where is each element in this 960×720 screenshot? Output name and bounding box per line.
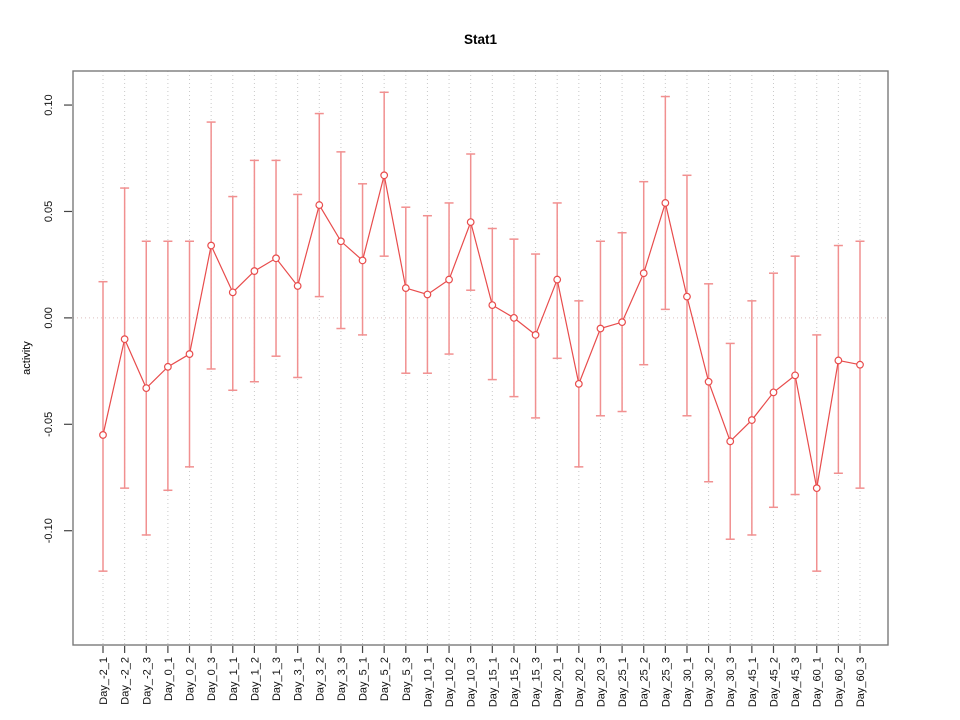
y-tick-label: 0.05 <box>43 201 55 222</box>
x-tick-label: Day_5_2 <box>379 657 391 701</box>
x-tick-label: Day_30_2 <box>704 657 716 707</box>
data-point <box>272 254 280 263</box>
data-point <box>185 350 194 358</box>
x-tick-label: Day_3_1 <box>293 657 305 701</box>
data-point <box>358 256 367 265</box>
x-tick-label: Day_10_1 <box>422 657 434 707</box>
data-point <box>380 171 389 180</box>
data-point <box>704 377 713 386</box>
x-tick-label: Day_45_3 <box>790 657 802 707</box>
x-tick-label: Day_20_1 <box>552 657 564 707</box>
x-tick-label: Day_0_3 <box>206 657 218 701</box>
x-tick-label: Day_0_1 <box>163 657 175 701</box>
x-tick-label: Day_60_1 <box>812 657 824 707</box>
data-point <box>207 241 216 250</box>
data-point <box>228 288 237 297</box>
data-point <box>293 282 302 290</box>
x-tick-label: Day_30_3 <box>725 657 737 707</box>
y-tick-label: 0.00 <box>43 307 55 328</box>
data-point <box>618 318 626 327</box>
x-tick-label: Day_45_1 <box>747 657 759 707</box>
data-point <box>120 335 129 344</box>
y-tick-label: -0.10 <box>43 518 55 543</box>
data-point <box>596 324 605 333</box>
x-tick-label: Day_1_1 <box>228 657 240 701</box>
x-tick-label: Day_60_2 <box>833 657 845 707</box>
data-point <box>445 275 453 284</box>
data-point <box>337 237 345 246</box>
data-point <box>791 371 800 380</box>
data-point <box>834 356 843 365</box>
x-tick-label: Day_25_2 <box>639 657 651 707</box>
data-point <box>661 199 670 207</box>
x-tick-label: Day_5_3 <box>401 657 413 701</box>
x-tick-label: Day_25_3 <box>660 657 672 707</box>
x-tick-label: Day_25_1 <box>617 657 629 707</box>
plot-border <box>72 70 889 646</box>
data-point <box>856 360 864 369</box>
data-point <box>683 292 691 301</box>
data-point <box>488 301 497 310</box>
x-tick-label: Day_3_3 <box>336 657 348 701</box>
x-tick-label: Day_3_2 <box>314 657 326 701</box>
data-point <box>639 269 648 278</box>
x-tick-label: Day_15_1 <box>487 657 499 707</box>
y-tick-label: -0.05 <box>43 412 55 437</box>
x-tick-label: Day_-2_2 <box>120 657 132 705</box>
data-point <box>769 388 778 397</box>
data-point <box>142 384 151 393</box>
data-point <box>163 362 172 371</box>
data-point <box>401 284 410 292</box>
x-tick-label: Day_1_3 <box>271 657 283 701</box>
x-tick-label: Day_15_2 <box>509 657 521 707</box>
data-line <box>102 175 861 489</box>
data-point <box>553 275 562 284</box>
data-point <box>99 431 107 439</box>
data-point <box>250 267 259 275</box>
data-point <box>812 484 821 493</box>
x-tick-label: Day_5_1 <box>358 657 370 701</box>
x-tick-label: Day_10_3 <box>466 657 478 707</box>
y-tick-label: 0.10 <box>43 94 55 115</box>
x-tick-label: Day_0_2 <box>185 657 197 701</box>
y-axis-label: activity <box>21 341 33 375</box>
x-tick-label: Day_1_2 <box>249 657 261 701</box>
data-point <box>423 290 432 299</box>
data-point <box>747 416 756 424</box>
x-tick-label: Day_60_3 <box>855 657 867 707</box>
data-point <box>510 313 518 322</box>
x-tick-label: Day_15_3 <box>531 657 543 707</box>
data-point <box>466 218 475 227</box>
data-point <box>574 379 583 388</box>
x-tick-label: Day_20_3 <box>595 657 607 707</box>
data-point <box>315 201 324 209</box>
chart-title: Stat1 <box>463 32 497 47</box>
x-tick-label: Day_20_2 <box>574 657 586 707</box>
data-point <box>726 437 735 446</box>
x-tick-label: Day_10_2 <box>444 657 456 707</box>
x-tick-label: Day_-2_1 <box>98 657 110 705</box>
x-tick-label: Day_45_2 <box>768 657 780 707</box>
x-tick-label: Day_30_1 <box>682 657 694 707</box>
data-point <box>531 331 540 339</box>
x-tick-label: Day_-2_3 <box>141 657 153 705</box>
